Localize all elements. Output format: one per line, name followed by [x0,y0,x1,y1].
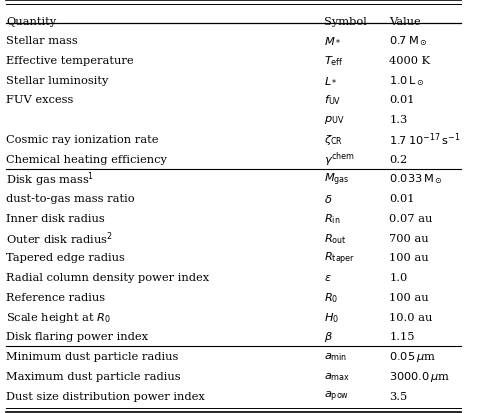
Text: $1.0\,\mathrm{L}_\odot$: $1.0\,\mathrm{L}_\odot$ [390,74,425,88]
Text: Stellar luminosity: Stellar luminosity [6,76,109,85]
Text: $R_\mathrm{taper}$: $R_\mathrm{taper}$ [325,249,356,266]
Text: Disk flaring power index: Disk flaring power index [6,332,148,342]
Text: Maximum dust particle radius: Maximum dust particle radius [6,371,181,381]
Text: 1.15: 1.15 [390,332,415,342]
Text: $a_\mathrm{min}$: $a_\mathrm{min}$ [325,350,348,362]
Text: Disk gas mass$^1$: Disk gas mass$^1$ [6,170,94,188]
Text: Value: Value [390,17,421,26]
Text: $\zeta_\mathrm{CR}$: $\zeta_\mathrm{CR}$ [325,133,344,147]
Text: $a_\mathrm{max}$: $a_\mathrm{max}$ [325,370,350,382]
Text: 10.0 au: 10.0 au [390,312,433,322]
Text: 700 au: 700 au [390,233,429,243]
Text: $0.7\,\mathrm{M}_\odot$: $0.7\,\mathrm{M}_\odot$ [390,34,428,48]
Text: $T_\mathrm{eff}$: $T_\mathrm{eff}$ [325,54,344,68]
Text: Stellar mass: Stellar mass [6,36,78,46]
Text: Reference radius: Reference radius [6,292,105,302]
Text: 4000 K: 4000 K [390,56,431,66]
Text: Quantity: Quantity [6,17,56,26]
Text: 1.3: 1.3 [390,115,408,125]
Text: Minimum dust particle radius: Minimum dust particle radius [6,351,178,361]
Text: FUV excess: FUV excess [6,95,74,105]
Text: dust-to-gas mass ratio: dust-to-gas mass ratio [6,194,135,204]
Text: $f_\mathrm{UV}$: $f_\mathrm{UV}$ [325,93,342,107]
Text: Symbol: Symbol [325,17,367,26]
Text: $\beta$: $\beta$ [325,330,333,344]
Text: $R_0$: $R_0$ [325,290,339,304]
Text: $3000.0\,\mu$m: $3000.0\,\mu$m [390,369,451,383]
Text: 0.01: 0.01 [390,194,415,204]
Text: 0.01: 0.01 [390,95,415,105]
Text: Tapered edge radius: Tapered edge radius [6,253,125,263]
Text: $a_\mathrm{pow}$: $a_\mathrm{pow}$ [325,389,349,403]
Text: Inner disk radius: Inner disk radius [6,214,105,223]
Text: $\epsilon$: $\epsilon$ [325,273,332,282]
Text: $p_\mathrm{UV}$: $p_\mathrm{UV}$ [325,114,345,126]
Text: $0.05\,\mu$m: $0.05\,\mu$m [390,349,436,363]
Text: 100 au: 100 au [390,292,429,302]
Text: 0.2: 0.2 [390,154,408,164]
Text: $L_*$: $L_*$ [325,76,338,85]
Text: $\gamma^\mathrm{chem}$: $\gamma^\mathrm{chem}$ [325,150,355,169]
Text: 100 au: 100 au [390,253,429,263]
Text: Dust size distribution power index: Dust size distribution power index [6,391,205,401]
Text: Effective temperature: Effective temperature [6,56,134,66]
Text: $\delta$: $\delta$ [325,193,333,205]
Text: Cosmic ray ionization rate: Cosmic ray ionization rate [6,135,159,145]
Text: $0.033\,\mathrm{M}_\odot$: $0.033\,\mathrm{M}_\odot$ [390,172,443,186]
Text: 3.5: 3.5 [390,391,408,401]
Text: 1.0: 1.0 [390,273,408,282]
Text: $M_\mathrm{gas}$: $M_\mathrm{gas}$ [325,171,350,187]
Text: $R_\mathrm{in}$: $R_\mathrm{in}$ [325,211,341,225]
Text: $1.7\,10^{-17}\,\mathrm{s}^{-1}$: $1.7\,10^{-17}\,\mathrm{s}^{-1}$ [390,131,461,148]
Text: 0.07 au: 0.07 au [390,214,433,223]
Text: Outer disk radius$^2$: Outer disk radius$^2$ [6,230,113,247]
Text: $M_*$: $M_*$ [325,36,342,46]
Text: $H_0$: $H_0$ [325,310,339,324]
Text: Chemical heating efficiency: Chemical heating efficiency [6,154,167,164]
Text: Scale height at $R_0$: Scale height at $R_0$ [6,310,111,324]
Text: $R_\mathrm{out}$: $R_\mathrm{out}$ [325,231,347,245]
Text: Radial column density power index: Radial column density power index [6,273,209,282]
